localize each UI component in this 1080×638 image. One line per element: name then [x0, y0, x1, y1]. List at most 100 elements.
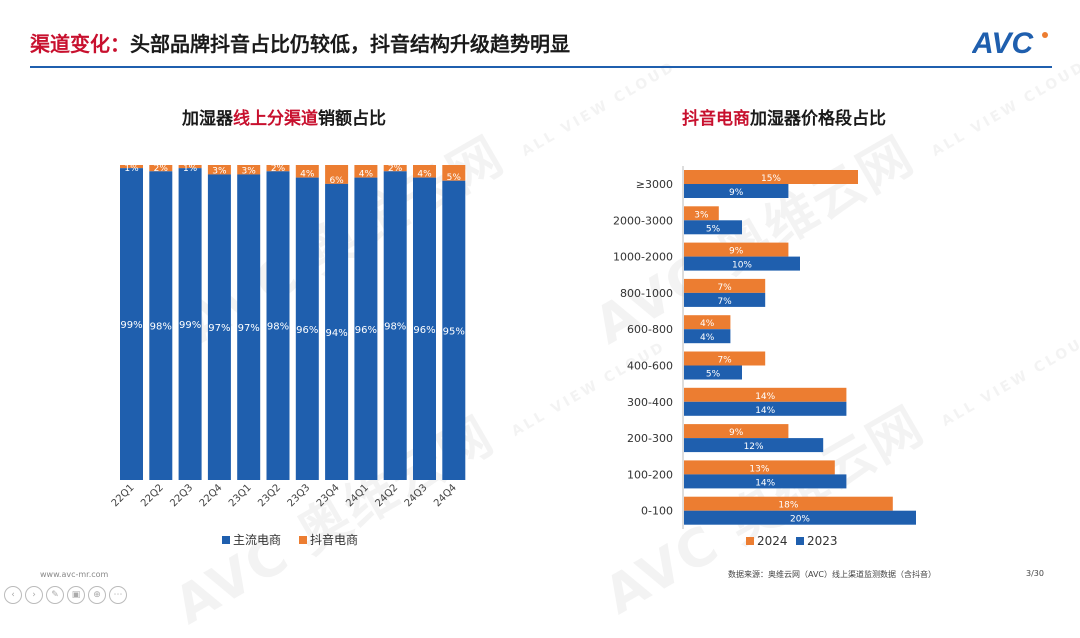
y-tick-label: ≥3000: [636, 178, 673, 191]
y-tick-label: 2000-3000: [613, 214, 673, 227]
data-label-2024: 18%: [778, 501, 798, 511]
bar-mainstream: [178, 168, 202, 480]
y-tick-label: 600-800: [627, 323, 673, 336]
bar-douyin: [442, 165, 466, 181]
page-title-text: 头部品牌抖音占比仍较低，抖音结构升级趋势明显: [130, 32, 570, 56]
bar-2024: [684, 387, 847, 402]
data-label-mainstream: 96%: [355, 325, 377, 336]
bar-2023: [684, 329, 731, 344]
data-label-2024: 7%: [717, 283, 732, 293]
bar-mainstream: [237, 174, 261, 480]
bar-2024: [684, 460, 835, 475]
left-title-part1: 加湿器: [182, 109, 233, 129]
data-label-mainstream: 95%: [443, 326, 465, 337]
bar-2024: [684, 242, 789, 257]
bar-douyin: [207, 165, 231, 175]
data-label-douyin: 4%: [300, 170, 315, 180]
bar-douyin: [295, 165, 319, 178]
data-label-mainstream: 96%: [413, 325, 435, 336]
y-tick-label: 0-100: [641, 505, 673, 518]
bar-2024: [684, 278, 766, 293]
bar-2023: [684, 365, 742, 380]
page-title: 渠道变化：头部品牌抖音占比仍较低，抖音结构升级趋势明显: [30, 28, 570, 57]
svg-text:AVC: AVC: [972, 27, 1034, 58]
data-label-2023: 4%: [700, 333, 715, 343]
bar-mainstream: [295, 177, 319, 480]
data-label-douyin: 1%: [183, 164, 198, 174]
page-title-highlight: 渠道变化：: [30, 32, 130, 56]
bar-2024: [684, 170, 858, 184]
slides-icon[interactable]: ▣: [67, 586, 85, 604]
footer-source: 数据来源：奥维云网（AVC）线上渠道监测数据（含抖音）: [728, 570, 937, 579]
bar-mainstream: [120, 168, 143, 480]
left-title-part3: 销额占比: [318, 109, 386, 129]
zoom-icon[interactable]: ⊕: [88, 586, 106, 604]
legend-label-2024: 2024: [757, 534, 788, 548]
bar-douyin: [354, 165, 378, 178]
legend-label-mainstream: 主流电商: [233, 532, 281, 547]
right-chart-title: 抖音电商加湿器价格段占比: [682, 104, 886, 129]
bar-2023: [684, 510, 916, 525]
prev-icon[interactable]: ‹: [4, 586, 22, 604]
data-label-douyin: 2%: [154, 164, 169, 174]
legend-swatch-2024: [746, 537, 754, 545]
data-label-mainstream: 94%: [325, 328, 347, 339]
bar-mainstream: [207, 174, 231, 480]
footer-url[interactable]: www.avc-mr.com: [40, 570, 109, 579]
horizontal-bar-chart: 15% 9% ≥3000 3% 5% 2000-3000 9% 10% 1000-2000 7% 7…: [613, 166, 916, 548]
legend-label-douyin: 抖音电商: [310, 532, 358, 547]
bar-mainstream: [413, 177, 436, 480]
left-chart-title: 加湿器线上分渠道销额占比: [182, 104, 386, 129]
data-label-douyin: 5%: [447, 173, 462, 183]
legend-swatch-2023: [796, 537, 804, 545]
data-label-2024: 3%: [694, 210, 709, 220]
bar-mainstream: [442, 180, 466, 480]
next-icon[interactable]: ›: [25, 586, 43, 604]
data-label-mainstream: 98%: [267, 322, 289, 333]
page-number: 3/30: [1026, 569, 1044, 578]
legend-swatch-douyin: [299, 536, 307, 544]
data-label-2023: 20%: [790, 515, 810, 525]
bar-mainstream: [354, 177, 378, 480]
y-tick-label: 800-1000: [620, 287, 673, 300]
left-title-part2: 线上分渠道: [233, 109, 318, 129]
avc-logo: AVC: [972, 27, 1048, 58]
bar-douyin: [413, 165, 436, 178]
legend-label-2023: 2023: [807, 534, 838, 548]
bar-2024: [684, 315, 731, 330]
data-label-2024: 15%: [761, 174, 781, 184]
data-label-2024: 7%: [717, 356, 732, 366]
data-label-mainstream: 97%: [238, 323, 260, 334]
data-label-douyin: 1%: [124, 164, 139, 174]
data-label-mainstream: 99%: [120, 320, 142, 331]
data-label-2024: 4%: [700, 319, 715, 329]
bar-douyin: [149, 165, 173, 172]
slide-nav: ‹ › ✎ ▣ ⊕ ⋯: [4, 586, 127, 604]
data-label-douyin: 2%: [388, 164, 403, 174]
y-tick-label: 300-400: [627, 396, 673, 409]
data-label-mainstream: 98%: [384, 322, 406, 333]
data-label-2023: 9%: [729, 188, 744, 198]
bar-douyin: [383, 165, 407, 172]
bar-mainstream: [325, 183, 349, 480]
bar-2023: [684, 292, 766, 307]
pen-icon[interactable]: ✎: [46, 586, 64, 604]
bar-2023: [684, 438, 824, 453]
bar-2024: [684, 206, 719, 221]
data-label-douyin: 4%: [359, 170, 374, 180]
data-label-2023: 10%: [732, 261, 752, 271]
bar-douyin: [266, 165, 290, 172]
header-divider: [30, 66, 1052, 68]
y-tick-label: 100-200: [627, 468, 673, 481]
data-label-douyin: 3%: [212, 166, 227, 176]
data-label-mainstream: 98%: [150, 322, 172, 333]
data-label-mainstream: 99%: [179, 320, 201, 331]
stacked-bar-chart: 1%99%22Q12%98%22Q21%99%22Q33%97%22Q43%97…: [110, 164, 466, 547]
bar-2024: [684, 496, 893, 511]
right-title-part2: 加湿器价格段占比: [750, 109, 886, 129]
data-label-douyin: 2%: [271, 164, 286, 174]
data-label-2024: 9%: [729, 247, 744, 257]
legend-swatch-mainstream: [222, 536, 230, 544]
more-icon[interactable]: ⋯: [109, 586, 127, 604]
bar-2023: [684, 474, 847, 489]
